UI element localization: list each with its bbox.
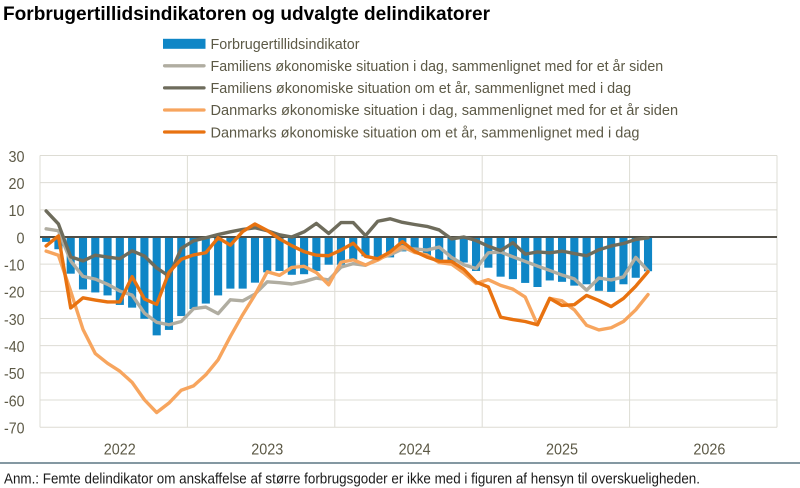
svg-text:-50: -50 [4,366,25,383]
svg-text:30: 30 [9,149,25,166]
svg-text:0: 0 [17,230,25,247]
svg-text:2023: 2023 [251,442,283,459]
svg-text:2024: 2024 [399,442,431,459]
svg-text:2025: 2025 [546,442,578,459]
svg-text:Anm.: Femte delindikator om an: Anm.: Femte delindikator om anskaffelse … [4,471,700,488]
svg-text:-70: -70 [4,420,25,437]
svg-text:10: 10 [9,203,25,220]
svg-text:Danmarks økonomiske situation: Danmarks økonomiske situation i dag, sam… [211,102,679,119]
svg-text:20: 20 [9,176,25,193]
svg-text:-40: -40 [4,339,25,356]
svg-text:-20: -20 [4,285,25,302]
svg-text:2026: 2026 [693,442,725,459]
svg-text:2022: 2022 [104,442,136,459]
svg-text:Familiens økonomiske situation: Familiens økonomiske situation i dag, sa… [211,58,664,75]
svg-text:Familiens økonomiske situation: Familiens økonomiske situation om et år,… [211,80,632,97]
svg-text:Forbrugertillidsindikator: Forbrugertillidsindikator [211,36,360,53]
svg-text:Forbrugertillidsindikatoren og: Forbrugertillidsindikatoren og udvalgte … [3,4,491,25]
svg-text:Danmarks økonomiske situation: Danmarks økonomiske situation om et år, … [211,124,640,141]
svg-text:-60: -60 [4,393,25,410]
svg-text:-10: -10 [4,257,25,274]
svg-text:-30: -30 [4,312,25,329]
